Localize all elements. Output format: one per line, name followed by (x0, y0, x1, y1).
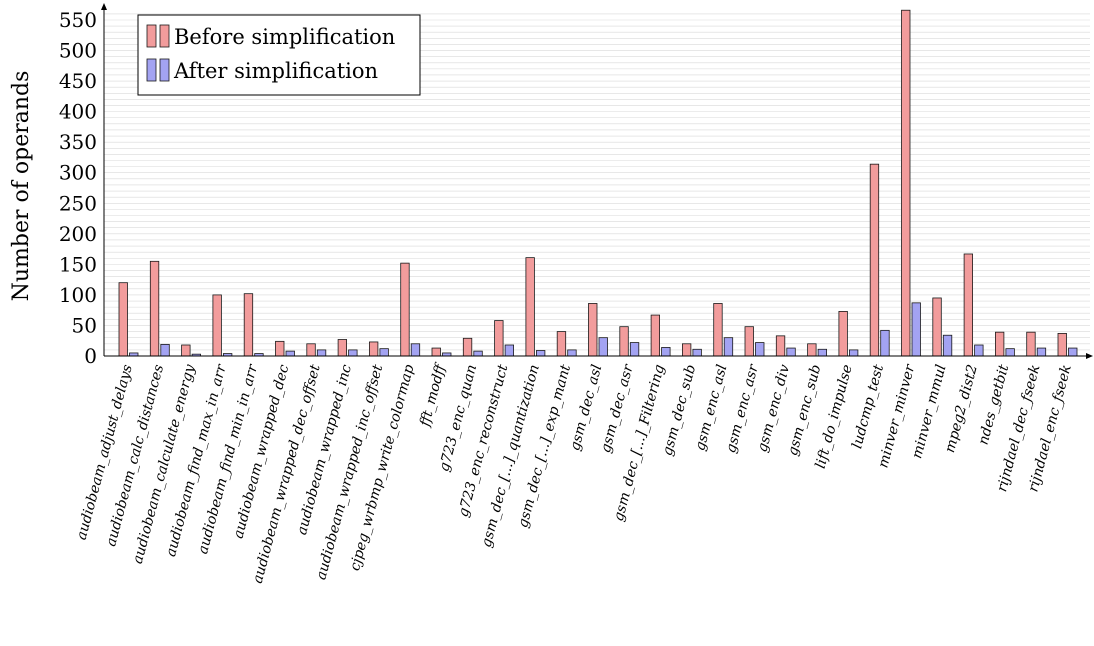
bar-after (661, 347, 671, 357)
bar-before (744, 326, 754, 357)
bar-after (942, 334, 953, 357)
bar-before (775, 335, 786, 357)
y-tick-label: 300 (59, 161, 97, 185)
bar-after (316, 349, 327, 357)
bar-before (275, 340, 285, 357)
y-axis-title: Number of operands (9, 71, 34, 302)
legend-swatch-before-2 (159, 24, 170, 48)
bar-after (692, 348, 702, 357)
bar-before (869, 163, 880, 357)
bar-before (838, 311, 848, 357)
y-tick-label: 100 (59, 283, 97, 307)
bar-after (1036, 347, 1047, 357)
x-category-label: gsm_enc_asl (692, 363, 730, 453)
bar-before (337, 339, 348, 357)
legend-swatch-after-2 (159, 58, 170, 82)
x-axis-arrow (1086, 353, 1093, 359)
bar-after (536, 350, 546, 357)
bar-after (817, 348, 827, 357)
bar-before (932, 297, 942, 357)
bar-after (348, 349, 358, 357)
bar-before (462, 337, 473, 357)
bar-before (995, 331, 1005, 357)
grid-lines (104, 13, 1090, 351)
x-category-label: ludcmp_test (849, 363, 887, 451)
legend-box (137, 14, 421, 96)
bar-before (243, 293, 254, 357)
bar-before (556, 331, 567, 357)
bar-before (682, 343, 692, 357)
legend-swatch-after (146, 58, 157, 82)
y-tick-label: 50 (72, 313, 97, 337)
bar-before (1026, 331, 1036, 357)
bar-after (849, 349, 859, 357)
bar-after (723, 337, 734, 357)
bar-after (1005, 348, 1015, 357)
y-tick-label: 500 (59, 39, 97, 63)
legend-label-before: Before simplification (174, 25, 395, 49)
legend: Before simplification After simplificati… (137, 14, 421, 96)
bar-before (118, 282, 128, 357)
bar-after (410, 343, 421, 357)
x-category-label: ndes_getbit (975, 363, 1012, 447)
bar-before (901, 9, 911, 357)
bar-before (494, 320, 504, 357)
bar-after (911, 302, 921, 357)
y-tick-label: 400 (59, 100, 97, 124)
bar-after (379, 348, 389, 357)
bar-after (504, 344, 515, 357)
bar-after (473, 350, 483, 357)
y-tick-label: 0 (84, 344, 97, 368)
bar-before (212, 294, 222, 357)
bar-before (181, 344, 191, 357)
bar-before (368, 341, 379, 357)
bar-before (619, 326, 629, 357)
y-axis-arrow (101, 3, 107, 10)
y-tick-label: 450 (59, 69, 97, 93)
bar-after (567, 349, 577, 357)
bar-before (588, 303, 598, 357)
bar-before (149, 260, 160, 357)
y-tick-labels: 0 50 100 150 200 250 300 350 400 450 500 550 (59, 8, 97, 368)
bar-before (650, 314, 660, 357)
bar-after (160, 343, 170, 357)
bar-after (629, 342, 640, 357)
bar-before (525, 257, 535, 357)
axes (101, 3, 1093, 359)
bar-before (963, 253, 973, 357)
x-category-label: gsm_dec_asl (567, 363, 605, 453)
bar-after (974, 344, 984, 357)
y-tick-label: 250 (59, 191, 97, 215)
y-tick-label: 150 (59, 252, 97, 276)
bar-after (1068, 347, 1078, 357)
x-category-label: fft_modff (417, 361, 450, 429)
bar-before (400, 262, 410, 357)
y-tick-label: 200 (59, 222, 97, 246)
bar-after (755, 342, 765, 357)
bar-before (713, 303, 723, 357)
bar-after (598, 337, 608, 357)
bar-before (1057, 332, 1067, 357)
y-tick-label: 350 (59, 130, 97, 154)
legend-swatch-before (146, 24, 157, 48)
bar-before (306, 343, 316, 357)
bar-after (880, 329, 890, 357)
x-category-labels: audiobeam_adjust_delaysaudiobeam_calc_di… (74, 361, 1075, 585)
bar-after (786, 347, 796, 357)
y-tick-label: 550 (59, 8, 97, 32)
bar-before (431, 347, 441, 357)
bar-before (807, 343, 817, 357)
bar-after (285, 350, 295, 357)
legend-label-after: After simplification (173, 59, 378, 83)
